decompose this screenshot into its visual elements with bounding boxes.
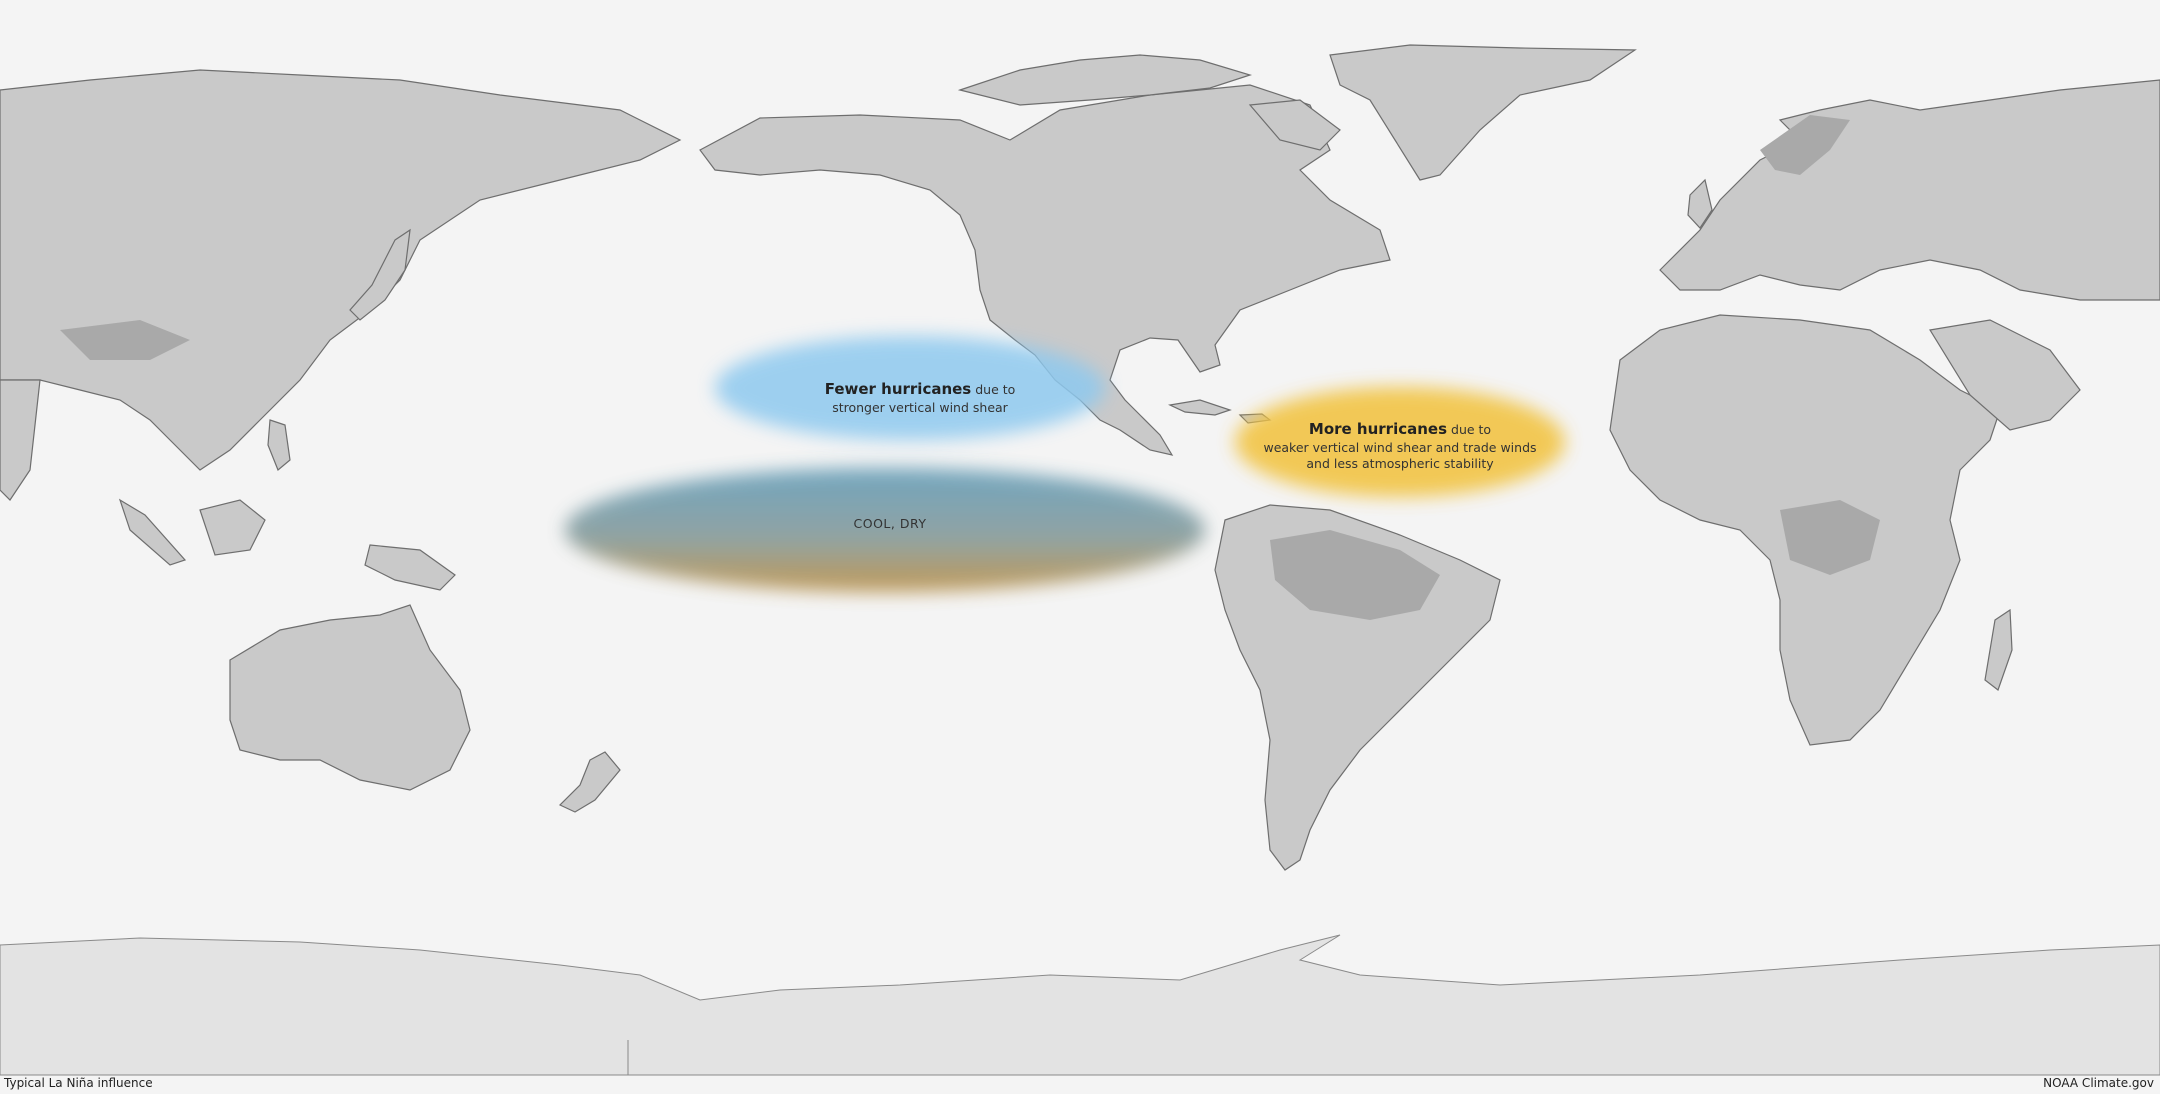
cool-dry-label: COOL, DRY xyxy=(853,516,927,531)
greenland xyxy=(1329,44,1637,181)
map-title: Typical La Niña influence xyxy=(4,1076,153,1090)
cuba xyxy=(1167,399,1232,416)
antarctica xyxy=(0,934,2160,1076)
india xyxy=(0,379,41,501)
arabian-peninsula xyxy=(1929,319,2081,431)
himalaya xyxy=(60,320,190,360)
map-credit: NOAA Climate.gov xyxy=(2043,1076,2154,1090)
philippines xyxy=(267,419,291,471)
more-hurricanes-label: More hurricanes due to weaker vertical w… xyxy=(1230,420,1570,472)
more-hurricanes-detail-2: and less atmospheric stability xyxy=(1306,455,1494,471)
canadian-arctic-islands xyxy=(957,54,1253,106)
amazon-basin xyxy=(1270,530,1440,620)
fewer-hurricanes-detail: stronger vertical wind shear xyxy=(832,399,1008,415)
fewer-hurricanes-suffix: due to xyxy=(971,382,1016,397)
fewer-hurricanes-region xyxy=(715,336,1105,440)
more-hurricanes-detail: weaker vertical wind shear and trade win… xyxy=(1263,439,1537,455)
congo-basin xyxy=(1780,500,1880,575)
british-isles xyxy=(1687,178,1713,229)
more-hurricanes-headline: More hurricanes xyxy=(1308,420,1448,438)
sumatra xyxy=(118,498,187,566)
australia xyxy=(229,604,471,791)
fewer-hurricanes-label: Fewer hurricanes due to stronger vertica… xyxy=(780,380,1060,416)
scandinavia xyxy=(1760,115,1850,175)
madagascar xyxy=(1984,608,2013,691)
borneo xyxy=(199,499,266,556)
asia xyxy=(0,69,682,471)
south-america xyxy=(1214,504,1501,871)
baffin-island xyxy=(1248,99,1341,151)
japan xyxy=(349,228,411,321)
more-hurricanes-suffix: due to xyxy=(1447,422,1492,437)
north-america xyxy=(699,84,1391,456)
europe xyxy=(1659,79,2160,301)
new-zealand xyxy=(558,751,621,813)
cool-dry-region xyxy=(565,468,1205,592)
new-guinea xyxy=(364,544,456,591)
more-hurricanes-region xyxy=(1235,387,1565,497)
fewer-hurricanes-headline: Fewer hurricanes xyxy=(824,380,972,398)
